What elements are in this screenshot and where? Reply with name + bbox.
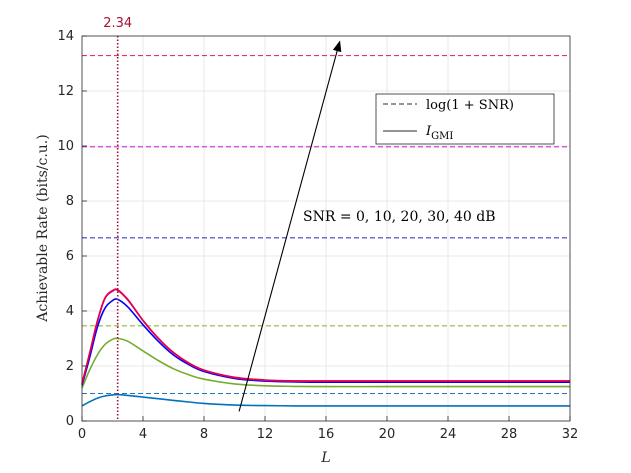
- gmi-curve: [81, 298, 570, 386]
- y-tick-label: 12: [57, 84, 74, 99]
- optimal-l-label: 2.34: [103, 16, 132, 31]
- y-tick-label: 2: [66, 359, 74, 374]
- y-tick-label: 10: [57, 139, 74, 154]
- y-tick-label: 8: [66, 194, 74, 209]
- legend-capacity-label: log(1 + SNR): [426, 98, 514, 113]
- gmi-curve: [81, 288, 570, 384]
- grid-lines: [82, 36, 570, 421]
- snr-arrow: [238, 40, 342, 412]
- optimal-l-marker: 2.34: [103, 16, 132, 421]
- y-tick-label: 0: [66, 414, 74, 429]
- legend-gmi-symbol: I: [425, 124, 432, 139]
- y-tick-label: 14: [57, 29, 74, 44]
- x-tick-label: 4: [139, 427, 147, 442]
- snr-annotation: SNR = 0, 10, 20, 30, 40 dB: [238, 40, 495, 412]
- x-axis-label: L: [320, 450, 330, 466]
- legend-box: [375, 93, 555, 145]
- y-tick-label: 6: [66, 249, 74, 264]
- capacity-lines: [82, 54, 570, 395]
- x-tick-label: 24: [440, 427, 457, 442]
- legend: log(1 + SNR) IGMI: [375, 93, 555, 145]
- y-tick-label: 4: [66, 304, 74, 319]
- x-tick-label: 28: [501, 427, 518, 442]
- x-tick-label: 8: [200, 427, 208, 442]
- legend-gmi-subscript: GMI: [431, 131, 453, 142]
- x-tick-label: 0: [78, 427, 86, 442]
- gmi-curves: [81, 288, 571, 407]
- snr-annotation-text: SNR = 0, 10, 20, 30, 40 dB: [303, 209, 495, 225]
- x-tick-label: 20: [379, 427, 396, 442]
- y-axis-label: Achievable Rate (bits/c.u.): [35, 134, 51, 322]
- legend-gmi-label: IGMI: [425, 124, 453, 142]
- gmi-curve: [81, 393, 570, 407]
- gmi-curve: [81, 337, 571, 389]
- x-tick-label: 12: [257, 427, 274, 442]
- x-tick-label: 16: [318, 427, 335, 442]
- x-tick-label: 32: [562, 427, 579, 442]
